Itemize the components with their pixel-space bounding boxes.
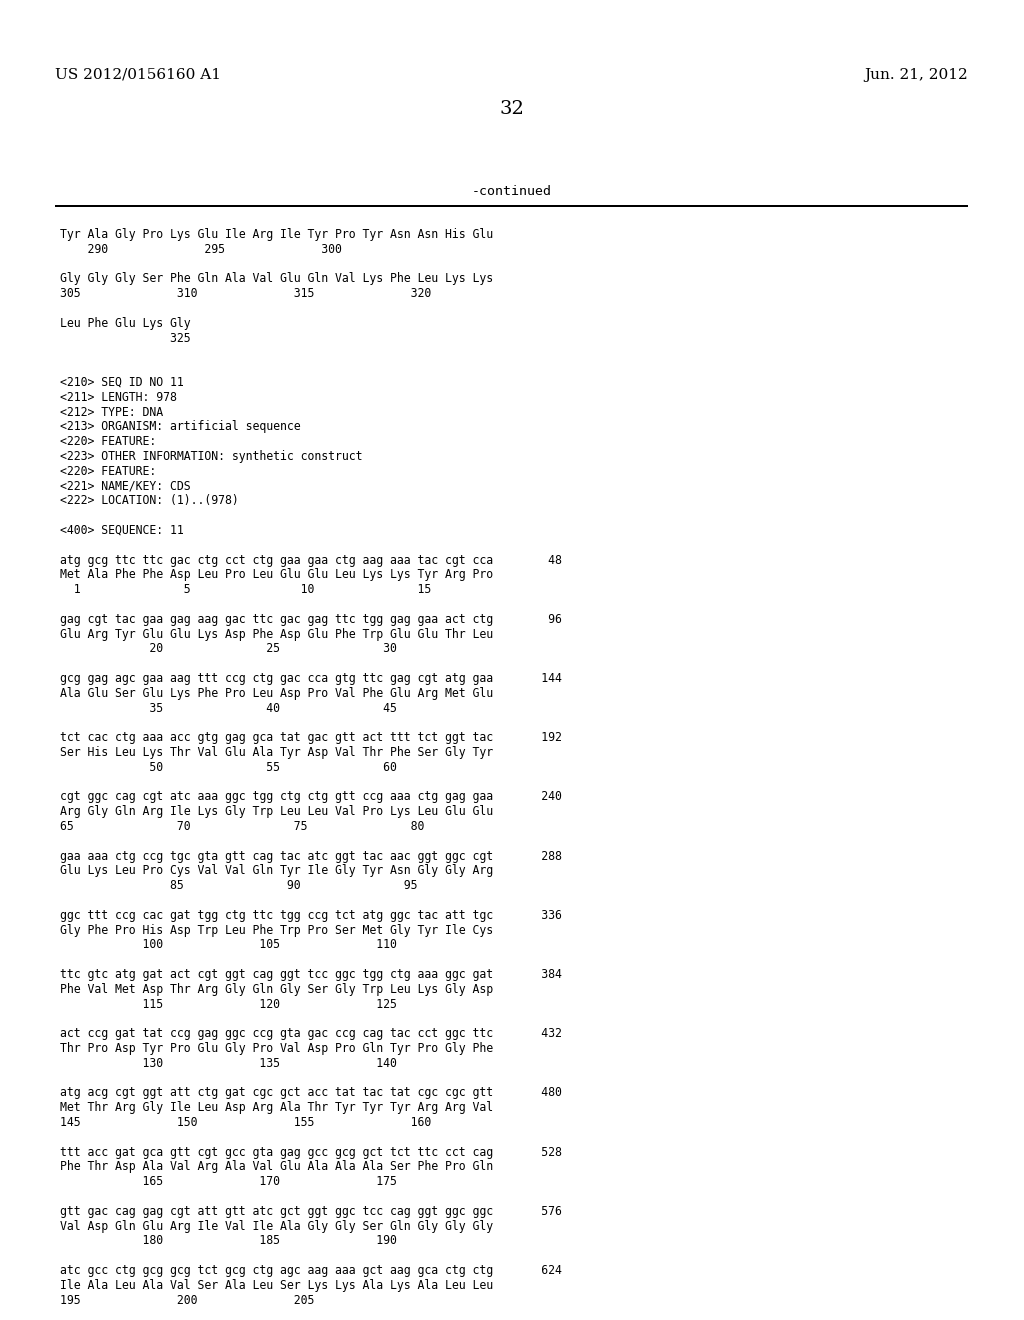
Text: <220> FEATURE:: <220> FEATURE: — [60, 436, 157, 449]
Text: 35               40               45: 35 40 45 — [60, 702, 397, 714]
Text: Glu Lys Leu Pro Cys Val Val Gln Tyr Ile Gly Tyr Asn Gly Gly Arg: Glu Lys Leu Pro Cys Val Val Gln Tyr Ile … — [60, 865, 494, 878]
Text: <222> LOCATION: (1)..(978): <222> LOCATION: (1)..(978) — [60, 495, 239, 507]
Text: Leu Phe Glu Lys Gly: Leu Phe Glu Lys Gly — [60, 317, 190, 330]
Text: <220> FEATURE:: <220> FEATURE: — [60, 465, 157, 478]
Text: ttc gtc atg gat act cgt ggt cag ggt tcc ggc tgg ctg aaa ggc gat       384: ttc gtc atg gat act cgt ggt cag ggt tcc … — [60, 968, 562, 981]
Text: Phe Thr Asp Ala Val Arg Ala Val Glu Ala Ala Ala Ser Phe Pro Gln: Phe Thr Asp Ala Val Arg Ala Val Glu Ala … — [60, 1160, 494, 1173]
Text: <223> OTHER INFORMATION: synthetic construct: <223> OTHER INFORMATION: synthetic const… — [60, 450, 362, 463]
Text: <400> SEQUENCE: 11: <400> SEQUENCE: 11 — [60, 524, 183, 537]
Text: 180              185              190: 180 185 190 — [60, 1234, 397, 1247]
Text: atg gcg ttc ttc gac ctg cct ctg gaa gaa ctg aag aaa tac cgt cca        48: atg gcg ttc ttc gac ctg cct ctg gaa gaa … — [60, 553, 562, 566]
Text: Gly Phe Pro His Asp Trp Leu Phe Trp Pro Ser Met Gly Tyr Ile Cys: Gly Phe Pro His Asp Trp Leu Phe Trp Pro … — [60, 924, 494, 937]
Text: 165              170              175: 165 170 175 — [60, 1175, 397, 1188]
Text: Phe Val Met Asp Thr Arg Gly Gln Gly Ser Gly Trp Leu Lys Gly Asp: Phe Val Met Asp Thr Arg Gly Gln Gly Ser … — [60, 983, 494, 995]
Text: 1               5                10               15: 1 5 10 15 — [60, 583, 431, 597]
Text: 65               70               75               80: 65 70 75 80 — [60, 820, 424, 833]
Text: gag cgt tac gaa gag aag gac ttc gac gag ttc tgg gag gaa act ctg        96: gag cgt tac gaa gag aag gac ttc gac gag … — [60, 612, 562, 626]
Text: Met Thr Arg Gly Ile Leu Asp Arg Ala Thr Tyr Tyr Tyr Arg Arg Val: Met Thr Arg Gly Ile Leu Asp Arg Ala Thr … — [60, 1101, 494, 1114]
Text: Ser His Leu Lys Thr Val Glu Ala Tyr Asp Val Thr Phe Ser Gly Tyr: Ser His Leu Lys Thr Val Glu Ala Tyr Asp … — [60, 746, 494, 759]
Text: 130              135              140: 130 135 140 — [60, 1057, 397, 1069]
Text: gaa aaa ctg ccg tgc gta gtt cag tac atc ggt tac aac ggt ggc cgt       288: gaa aaa ctg ccg tgc gta gtt cag tac atc … — [60, 850, 562, 862]
Text: <211> LENGTH: 978: <211> LENGTH: 978 — [60, 391, 177, 404]
Text: 85               90               95: 85 90 95 — [60, 879, 418, 892]
Text: <210> SEQ ID NO 11: <210> SEQ ID NO 11 — [60, 376, 183, 389]
Text: Gly Gly Gly Ser Phe Gln Ala Val Glu Gln Val Lys Phe Leu Lys Lys: Gly Gly Gly Ser Phe Gln Ala Val Glu Gln … — [60, 272, 494, 285]
Text: 50               55               60: 50 55 60 — [60, 760, 397, 774]
Text: Jun. 21, 2012: Jun. 21, 2012 — [864, 69, 968, 82]
Text: Arg Gly Gln Arg Ile Lys Gly Trp Leu Leu Val Pro Lys Leu Glu Glu: Arg Gly Gln Arg Ile Lys Gly Trp Leu Leu … — [60, 805, 494, 818]
Text: Met Ala Phe Phe Asp Leu Pro Leu Glu Glu Leu Lys Lys Tyr Arg Pro: Met Ala Phe Phe Asp Leu Pro Leu Glu Glu … — [60, 569, 494, 581]
Text: atc gcc ctg gcg gcg tct gcg ctg agc aag aaa gct aag gca ctg ctg       624: atc gcc ctg gcg gcg tct gcg ctg agc aag … — [60, 1265, 562, 1276]
Text: 325: 325 — [60, 331, 190, 345]
Text: 145              150              155              160: 145 150 155 160 — [60, 1115, 431, 1129]
Text: 290              295              300: 290 295 300 — [60, 243, 342, 256]
Text: 100              105              110: 100 105 110 — [60, 939, 397, 952]
Text: gcg gag agc gaa aag ttt ccg ctg gac cca gtg ttc gag cgt atg gaa       144: gcg gag agc gaa aag ttt ccg ctg gac cca … — [60, 672, 562, 685]
Text: Tyr Ala Gly Pro Lys Glu Ile Arg Ile Tyr Pro Tyr Asn Asn His Glu: Tyr Ala Gly Pro Lys Glu Ile Arg Ile Tyr … — [60, 228, 494, 242]
Text: cgt ggc cag cgt atc aaa ggc tgg ctg ctg gtt ccg aaa ctg gag gaa       240: cgt ggc cag cgt atc aaa ggc tgg ctg ctg … — [60, 791, 562, 804]
Text: US 2012/0156160 A1: US 2012/0156160 A1 — [55, 69, 221, 82]
Text: <221> NAME/KEY: CDS: <221> NAME/KEY: CDS — [60, 479, 190, 492]
Text: 115              120              125: 115 120 125 — [60, 998, 397, 1011]
Text: Ile Ala Leu Ala Val Ser Ala Leu Ser Lys Lys Ala Lys Ala Leu Leu: Ile Ala Leu Ala Val Ser Ala Leu Ser Lys … — [60, 1279, 494, 1292]
Text: Val Asp Gln Glu Arg Ile Val Ile Ala Gly Gly Ser Gln Gly Gly Gly: Val Asp Gln Glu Arg Ile Val Ile Ala Gly … — [60, 1220, 494, 1233]
Text: ggc ttt ccg cac gat tgg ctg ttc tgg ccg tct atg ggc tac att tgc       336: ggc ttt ccg cac gat tgg ctg ttc tgg ccg … — [60, 908, 562, 921]
Text: -continued: -continued — [472, 185, 552, 198]
Text: ttt acc gat gca gtt cgt gcc gta gag gcc gcg gct tct ttc cct cag       528: ttt acc gat gca gtt cgt gcc gta gag gcc … — [60, 1146, 562, 1159]
Text: atg acg cgt ggt att ctg gat cgc gct acc tat tac tat cgc cgc gtt       480: atg acg cgt ggt att ctg gat cgc gct acc … — [60, 1086, 562, 1100]
Text: Glu Arg Tyr Glu Glu Lys Asp Phe Asp Glu Phe Trp Glu Glu Thr Leu: Glu Arg Tyr Glu Glu Lys Asp Phe Asp Glu … — [60, 627, 494, 640]
Text: 305              310              315              320: 305 310 315 320 — [60, 288, 431, 300]
Text: Ala Glu Ser Glu Lys Phe Pro Leu Asp Pro Val Phe Glu Arg Met Glu: Ala Glu Ser Glu Lys Phe Pro Leu Asp Pro … — [60, 686, 494, 700]
Text: Thr Pro Asp Tyr Pro Glu Gly Pro Val Asp Pro Gln Tyr Pro Gly Phe: Thr Pro Asp Tyr Pro Glu Gly Pro Val Asp … — [60, 1041, 494, 1055]
Text: act ccg gat tat ccg gag ggc ccg gta gac ccg cag tac cct ggc ttc       432: act ccg gat tat ccg gag ggc ccg gta gac … — [60, 1027, 562, 1040]
Text: <213> ORGANISM: artificial sequence: <213> ORGANISM: artificial sequence — [60, 420, 301, 433]
Text: <212> TYPE: DNA: <212> TYPE: DNA — [60, 405, 163, 418]
Text: tct cac ctg aaa acc gtg gag gca tat gac gtt act ttt tct ggt tac       192: tct cac ctg aaa acc gtg gag gca tat gac … — [60, 731, 562, 744]
Text: gtt gac cag gag cgt att gtt atc gct ggt ggc tcc cag ggt ggc ggc       576: gtt gac cag gag cgt att gtt atc gct ggt … — [60, 1205, 562, 1218]
Text: 195              200              205: 195 200 205 — [60, 1294, 314, 1307]
Text: 32: 32 — [500, 100, 524, 117]
Text: 20               25               30: 20 25 30 — [60, 643, 397, 656]
